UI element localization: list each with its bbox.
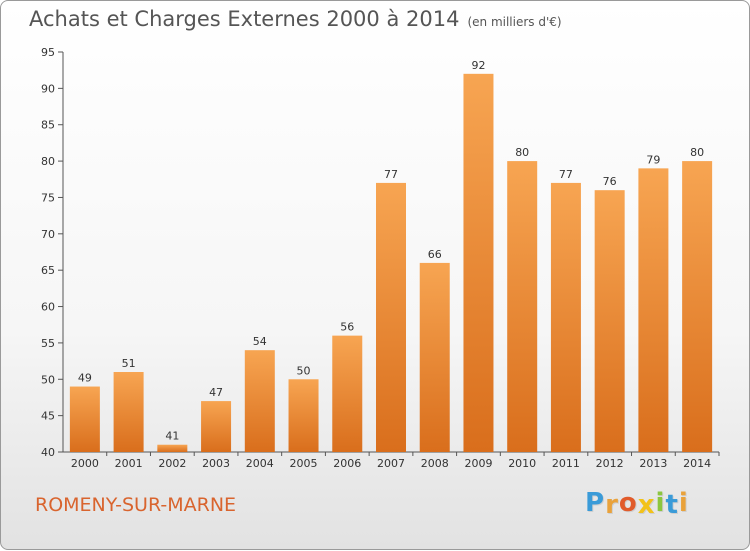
labels: 49 51 41 47 54 50 56 77 66 92 80 77 76 79 80: [78, 59, 704, 443]
y-tick-label: 80: [41, 155, 55, 168]
bar: [69, 386, 100, 452]
bar: [157, 444, 188, 452]
x-tick-label: 2006: [333, 457, 361, 470]
proxiti-logo: Proxiti: [585, 488, 689, 520]
data-label: 50: [297, 364, 311, 377]
bar: [594, 190, 625, 452]
y-tick-label: 95: [41, 46, 55, 59]
y-tick-label: 85: [41, 119, 55, 132]
y-tick-label: 40: [41, 446, 55, 459]
data-label: 54: [253, 335, 267, 348]
axes: 40 45 50 55 60 65 70 75 80 85 90 95 2000 2001 2002 2003…: [41, 46, 720, 470]
bar: [288, 379, 319, 452]
data-label: 76: [603, 175, 617, 188]
y-tick-label: 50: [41, 373, 55, 386]
logo-letter: P: [585, 488, 606, 518]
data-label: 47: [209, 386, 223, 399]
location-name: ROMENY-SUR-MARNE: [35, 494, 237, 516]
data-label: 49: [78, 372, 92, 385]
data-label: 92: [471, 59, 485, 72]
data-label: 41: [165, 430, 179, 443]
y-tick-label: 60: [41, 301, 55, 314]
data-label: 77: [559, 168, 573, 181]
x-tick-label: 2004: [246, 457, 274, 470]
y-tick-label: 90: [41, 82, 55, 95]
bar: [507, 161, 538, 452]
data-label: 77: [384, 168, 398, 181]
y-tick-label: 65: [41, 264, 55, 277]
x-tick-label: 2007: [377, 457, 405, 470]
x-tick-label: 2014: [683, 457, 711, 470]
data-label: 79: [646, 153, 660, 166]
bar: [419, 262, 450, 452]
data-label: 66: [428, 248, 442, 261]
bar: [244, 350, 275, 452]
bar: [550, 182, 581, 452]
y-tick-label: 70: [41, 228, 55, 241]
data-label: 80: [515, 146, 529, 159]
chart-unit: (en milliers d'€): [467, 15, 562, 29]
y-tick-label: 45: [41, 410, 55, 423]
logo-letter: i: [655, 488, 666, 518]
logo-letter: i: [678, 488, 689, 518]
x-tick-label: 2005: [290, 457, 318, 470]
x-tick-label: 2009: [464, 457, 492, 470]
logo-letter: t: [665, 490, 679, 520]
x-tick-label: 2013: [639, 457, 667, 470]
logo-letter: o: [618, 488, 638, 518]
bar: [376, 182, 406, 452]
y-tick-label: 55: [41, 337, 55, 350]
bars: [69, 73, 713, 453]
bar: [463, 73, 494, 453]
x-tick-label: 2003: [202, 457, 230, 470]
x-tick-label: 2001: [115, 457, 143, 470]
x-tick-label: 2011: [552, 457, 580, 470]
data-label: 56: [340, 321, 354, 334]
x-tick-label: 2008: [421, 457, 449, 470]
logo-letter: r: [605, 490, 619, 520]
chart-title-text: Achats et Charges Externes 2000 à 2014: [29, 7, 460, 31]
chart-title: Achats et Charges Externes 2000 à 2014 (e…: [29, 7, 562, 31]
x-tick-label: 2012: [596, 457, 624, 470]
x-tick-label: 2000: [71, 457, 99, 470]
y-tick-label: 75: [41, 191, 55, 204]
logo-letter: x: [637, 490, 656, 520]
bar: [638, 168, 669, 452]
bar: [332, 335, 363, 452]
bar: [201, 401, 232, 452]
data-label: 80: [690, 146, 704, 159]
x-tick-label: 2002: [158, 457, 186, 470]
bar: [113, 372, 144, 452]
data-label: 51: [122, 357, 136, 370]
x-tick-label: 2010: [508, 457, 536, 470]
bar: [682, 161, 713, 452]
